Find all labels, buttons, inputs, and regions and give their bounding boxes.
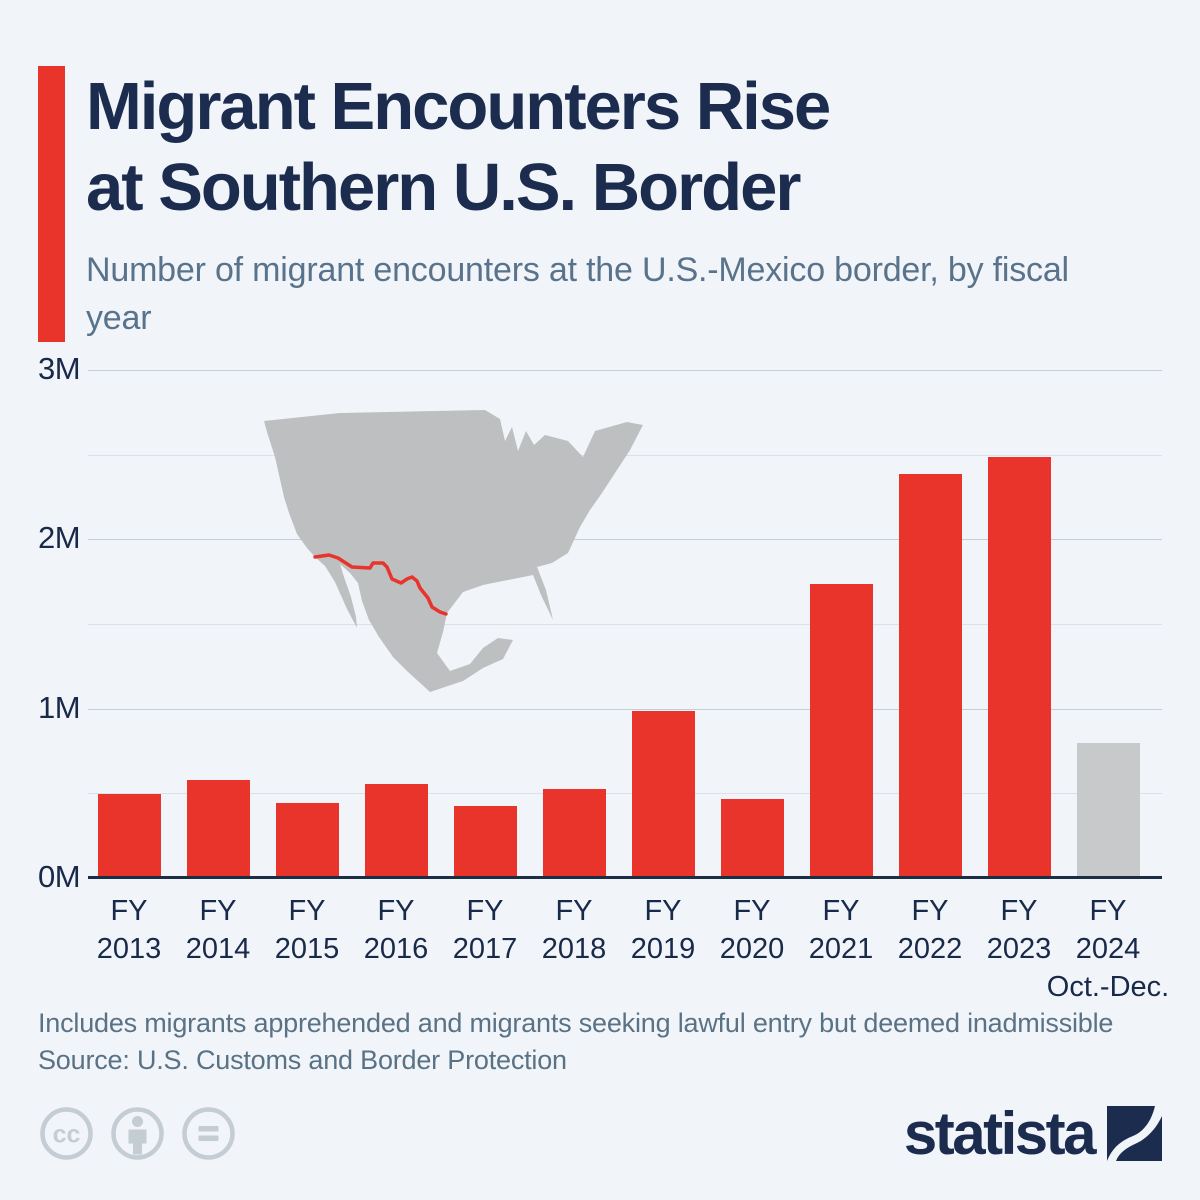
bar-fy-2014	[186, 780, 250, 877]
x-tick-line2: 2020	[719, 933, 785, 965]
bar-fy-2023	[987, 457, 1051, 877]
by-icon	[111, 1107, 164, 1160]
x-tick-label: FY 2023	[949, 892, 1089, 968]
gridline	[88, 370, 1162, 371]
x-tick-label: FY 2024 Oct.-Dec.	[1038, 892, 1178, 1006]
x-tick-line1: FY	[288, 895, 326, 927]
x-tick-line2: 2018	[541, 933, 607, 965]
x-tick-label: FY 2014	[148, 892, 288, 968]
bar-fy-2018	[542, 788, 606, 877]
bottom-row: cc statista	[38, 1100, 1162, 1167]
page-title: Migrant Encounters Rise at Southern U.S.…	[86, 66, 1126, 228]
x-tick-line2: 2014	[185, 933, 251, 965]
x-tick-label: FY 2015	[237, 892, 377, 968]
statista-logo-mark	[1107, 1106, 1162, 1161]
bar-fy-2013	[97, 794, 161, 877]
x-tick-line2: 2021	[808, 933, 874, 965]
gridline	[88, 708, 1162, 710]
y-tick-label: 3M	[38, 351, 81, 386]
x-tick-line1: FY	[110, 895, 148, 927]
x-tick-label: FY 2022	[860, 892, 1000, 968]
gridline	[88, 793, 1162, 795]
gridline	[88, 539, 1162, 541]
border-line	[313, 553, 448, 616]
svg-text:cc: cc	[53, 1121, 81, 1149]
footnote: Includes migrants apprehended and migran…	[38, 1008, 1114, 1038]
x-tick-line1: FY	[644, 895, 682, 927]
bar-fy-2017	[453, 805, 517, 877]
page-title-line1: Migrant Encounters Rise	[86, 69, 831, 144]
x-tick-line2: 2022	[897, 933, 963, 965]
bar-fy-2015	[275, 802, 339, 877]
source-line: Source: U.S. Customs and Border Protecti…	[38, 1045, 567, 1075]
bar-fy-2020	[720, 799, 784, 877]
nd-icon	[182, 1107, 235, 1160]
footer: Includes migrants apprehended and migran…	[38, 1005, 1162, 1079]
statista-logo: statista	[903, 1100, 1162, 1167]
page-title-line2: at Southern U.S. Border	[86, 150, 801, 225]
statista-logo-text: statista	[903, 1100, 1097, 1167]
x-tick-line1: FY	[377, 895, 415, 927]
x-tick-label: FY 2018	[504, 892, 644, 968]
x-tick-label: FY 2013	[59, 892, 199, 968]
x-tick-line1: FY	[1000, 895, 1038, 927]
x-tick-line1: FY	[1089, 895, 1127, 927]
gridline	[88, 624, 1162, 625]
x-tick-label: FY 2016	[326, 892, 466, 968]
x-tick-line1: FY	[466, 895, 504, 927]
x-tick-line1: FY	[733, 895, 771, 927]
x-tick-note: Oct.-Dec.	[1046, 971, 1170, 1003]
bar-fy-2024	[1076, 743, 1140, 877]
x-tick-line2: 2019	[630, 933, 696, 965]
bar-fy-2022	[898, 474, 962, 877]
x-tick-label: FY 2019	[593, 892, 733, 968]
x-tick-line2: 2016	[363, 933, 429, 965]
bar-chart: 3M 2M 1M 0M FY 2013 FY 2014 FY 2015 FY 2016 FY 2017 FY…	[38, 351, 1169, 1005]
cc-icon: cc	[40, 1107, 93, 1160]
header-text: Migrant Encounters Rise at Southern U.S.…	[86, 66, 1126, 342]
north-america-silhouette	[264, 410, 643, 692]
x-tick-line1: FY	[199, 895, 237, 927]
x-tick-label: FY 2021	[771, 892, 911, 968]
y-tick-label: 1M	[38, 689, 81, 725]
header: Migrant Encounters Rise at Southern U.S.…	[38, 66, 1162, 342]
x-tick-line1: FY	[911, 895, 949, 927]
accent-bar	[38, 66, 65, 342]
x-tick-line2: 2023	[986, 933, 1052, 965]
x-tick-label: FY 2017	[415, 892, 555, 968]
license-icons: cc	[38, 1105, 237, 1162]
x-axis-line	[88, 876, 1162, 879]
y-tick-label: 0M	[38, 859, 81, 894]
x-tick-line2: 2015	[274, 933, 340, 965]
y-tick-label: 2M	[38, 520, 81, 556]
x-tick-line2: 2017	[452, 933, 518, 965]
bar-fy-2019	[631, 711, 695, 877]
x-tick-label: FY 2020	[682, 892, 822, 968]
x-tick-line2: 2024	[1075, 933, 1141, 965]
x-tick-line1: FY	[822, 895, 860, 927]
us-mexico-border-map	[264, 410, 643, 692]
x-tick-line1: FY	[555, 895, 593, 927]
x-tick-line2: 2013	[96, 933, 162, 965]
bar-fy-2016	[364, 783, 428, 877]
plot-area	[88, 370, 1162, 879]
chart-subtitle: Number of migrant encounters at the U.S.…	[86, 251, 1069, 337]
bar-fy-2021	[809, 584, 873, 877]
